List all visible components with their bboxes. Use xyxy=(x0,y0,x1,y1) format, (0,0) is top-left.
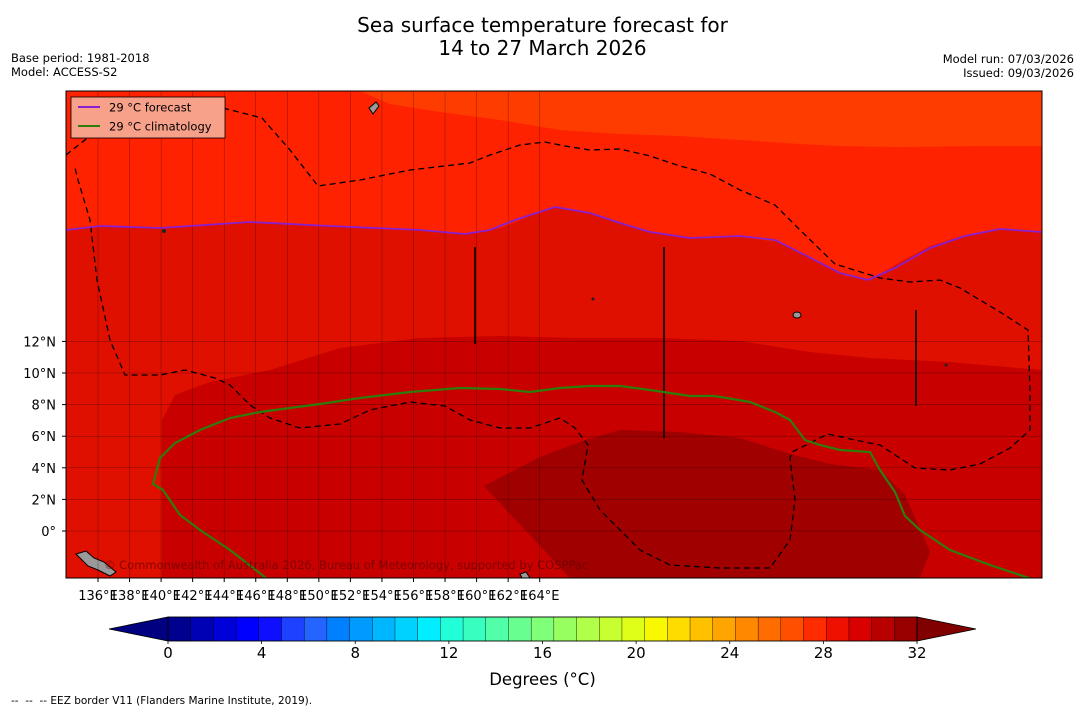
colorbar-tick-label: 20 xyxy=(627,644,646,662)
lon-label: 144°E xyxy=(204,589,244,604)
lat-label: 2°N xyxy=(32,493,57,508)
colorbar-tick-labels: 0 4 8 12 16 20 24 28 32 xyxy=(163,641,927,662)
model-info: Base period: 1981-2018 Model: ACCESS-S2 xyxy=(11,51,150,79)
lon-label: 156°E xyxy=(394,589,434,604)
lon-label: 162°E xyxy=(488,589,528,604)
longitude-labels: 136°E138°E140°E142°E144°E146°E148°E150°E… xyxy=(78,578,559,604)
colorbar-segment xyxy=(440,616,464,642)
colorbar-segment xyxy=(281,616,305,642)
colorbar-segment xyxy=(508,616,532,642)
colorbar-tick-label: 24 xyxy=(720,644,739,662)
island-guam xyxy=(368,101,380,115)
map-area: © Commonwealth of Australia 2026, Bureau… xyxy=(66,91,1042,578)
graticule xyxy=(66,91,1042,578)
title-line-2: 14 to 27 March 2026 xyxy=(438,36,647,60)
colorbar-segment xyxy=(258,616,283,642)
lon-label: 148°E xyxy=(268,589,308,604)
colorbar-tick-label: 8 xyxy=(350,644,360,662)
colorbar-segment xyxy=(190,616,214,642)
legend-forecast-label: 29 °C forecast xyxy=(109,101,192,115)
latitude-labels: 12°N 10°N 8°N 6°N 4°N 2°N 0° xyxy=(23,335,66,540)
colorbar-segment xyxy=(417,616,441,642)
colorbar-segment xyxy=(757,616,782,642)
lon-label: 158°E xyxy=(425,589,465,604)
model-run: Model run: 07/03/2026 xyxy=(942,52,1074,66)
issued-date: Issued: 09/03/2026 xyxy=(963,66,1074,80)
colorbar-segment xyxy=(235,616,260,642)
lon-label: 164°E xyxy=(520,589,560,604)
eez-borders xyxy=(66,105,1031,569)
model-name: Model: ACCESS-S2 xyxy=(11,65,118,79)
colorbar-segment xyxy=(735,616,759,642)
base-period: Base period: 1981-2018 xyxy=(11,51,150,65)
legend-climatology-label: 29 °C climatology xyxy=(109,120,212,134)
colorbar-segment xyxy=(167,616,192,642)
lat-label: 6°N xyxy=(32,430,57,445)
colorbar-segment xyxy=(894,616,918,642)
colorbar xyxy=(108,616,977,642)
forecast-29c-line xyxy=(66,206,1042,281)
colorbar-segment xyxy=(303,616,328,642)
colorbar-segment xyxy=(530,616,555,642)
colorbar-segment xyxy=(553,616,578,642)
lat-label: 8°N xyxy=(32,399,57,414)
colorbar-segment xyxy=(621,616,646,642)
colorbar-tick-label: 16 xyxy=(533,644,552,662)
sst-band-31-32 xyxy=(484,430,930,578)
colorbar-segment xyxy=(826,616,850,642)
run-info: Model run: 07/03/2026 Issued: 09/03/2026 xyxy=(943,52,1074,80)
colorbar-segment xyxy=(213,616,237,642)
lat-label: 0° xyxy=(41,525,56,540)
sst-band-27-28 xyxy=(360,91,1042,147)
colorbar-segment xyxy=(803,616,827,642)
colorbar-tick-label: 28 xyxy=(814,644,833,662)
colorbar-tick-label: 32 xyxy=(907,644,926,662)
climatology-29c-line xyxy=(151,384,1033,578)
colorbar-segment xyxy=(667,616,691,642)
colorbar-segment xyxy=(780,616,805,642)
lon-label: 160°E xyxy=(457,589,497,604)
title-line-1: Sea surface temperature forecast for xyxy=(357,13,728,37)
colorbar-segment xyxy=(848,616,873,642)
island-pohnpei xyxy=(792,311,802,319)
colorbar-under-extension xyxy=(108,616,169,642)
colorbar-segment xyxy=(644,616,668,642)
attribution: © Commonwealth of Australia 2026, Bureau… xyxy=(104,558,588,572)
colorbar-segment xyxy=(349,616,373,642)
eez-footnote: -- -- -- EEZ border V11 (Flanders Marine… xyxy=(11,695,313,707)
colorbar-segment xyxy=(871,616,895,642)
colorbar-over-extension xyxy=(916,616,977,642)
colorbar-segment xyxy=(599,616,623,642)
colorbar-segment xyxy=(372,616,396,642)
lon-label: 154°E xyxy=(362,589,402,604)
lon-label: 138°E xyxy=(110,589,150,604)
colorbar-segment xyxy=(462,616,487,642)
lon-label: 146°E xyxy=(236,589,276,604)
colorbar-segment xyxy=(394,616,419,642)
colorbar-tick-label: 4 xyxy=(257,644,267,662)
island-new-guinea xyxy=(75,550,117,577)
lon-label: 140°E xyxy=(141,589,181,604)
units-label: Degrees (°C) xyxy=(489,670,596,689)
lat-label: 12°N xyxy=(23,335,56,350)
map-title: Sea surface temperature forecast for 14 … xyxy=(0,14,1085,60)
colorbar-segment xyxy=(326,616,351,642)
colorbar-tick-label: 12 xyxy=(439,644,458,662)
colorbar-tick-label: 0 xyxy=(163,644,173,662)
colorbar-segment xyxy=(712,616,737,642)
lat-label: 4°N xyxy=(32,462,57,477)
island-manus xyxy=(519,571,531,578)
colorbar-segment xyxy=(576,616,600,642)
lon-label: 142°E xyxy=(173,589,213,604)
lon-label: 152°E xyxy=(331,589,371,604)
colorbar-segment xyxy=(689,616,714,642)
lat-label: 10°N xyxy=(23,367,56,382)
map-legend: 29 °C forecast 29 °C climatology xyxy=(70,96,226,139)
lon-label: 150°E xyxy=(299,589,339,604)
lon-label: 136°E xyxy=(78,589,118,604)
colorbar-segment xyxy=(485,616,510,642)
